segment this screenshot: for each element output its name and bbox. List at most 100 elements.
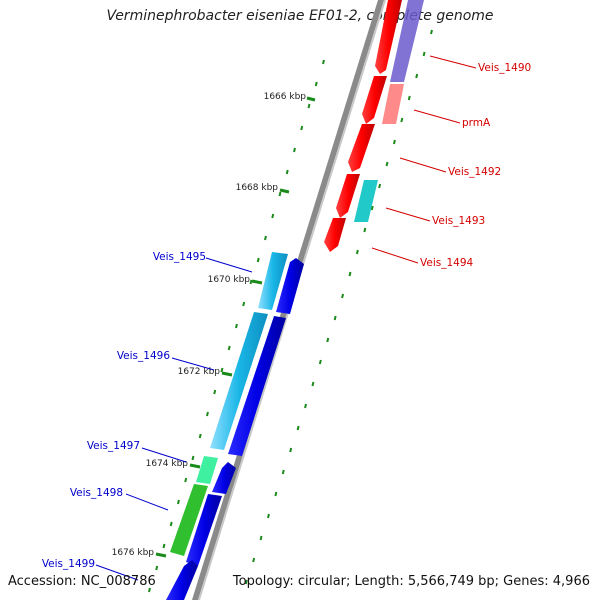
gene-veis-1495-blue [276,258,304,314]
scale-tick [221,371,233,377]
tick-ring-dot [176,499,180,505]
tick-ring-dot [252,557,256,563]
tick-ring-dot [333,315,337,321]
tick-ring-dot [348,271,352,277]
scale-tick-label: 1666 kbp [264,92,307,102]
tick-ring-dot [206,411,209,417]
tick-ring-dot [293,147,296,153]
tick-ring-group [147,29,433,593]
tick-ring-dot [370,205,374,211]
scale-tick [306,96,316,102]
tick-ring-dot [392,139,396,145]
tick-ring-dot [264,235,267,241]
gene-veis-1496-blue [228,316,286,456]
gene-callout-line [413,109,461,124]
tick-ring-dot [400,117,404,123]
tick-ring-dot [278,191,282,197]
gene-red-1 [362,76,387,124]
tick-ring-dot [341,293,345,299]
gene-callout-line [429,55,477,69]
tick-ring-dot [307,103,311,109]
gene-label: Veis_1498 [70,487,123,499]
gene-label: Veis_1497 [87,440,140,452]
scale-tick [189,463,201,469]
tick-ring-dot [355,249,359,255]
gene-prma [382,84,404,124]
gene-veis-1497-blue [212,462,236,494]
tick-ring-dot [311,381,315,387]
gene-label: prmA [462,117,491,129]
gene-veis-1497-mint [196,456,218,484]
gene-veis-1490-purple [390,0,424,82]
tick-ring-dot [259,535,263,541]
gene-veis-1490 [375,0,402,74]
tick-ring-dot [249,279,253,285]
tick-ring-dot [407,95,411,101]
gene-label: Veis_1494 [420,257,474,269]
tick-ring-dot [213,389,217,395]
gene-callout-line [399,157,447,173]
outer-genes [324,0,424,252]
tick-ring-dot [378,183,382,189]
tick-ring-dot [415,73,419,79]
tick-ring-dot [242,301,246,307]
gene-label: Veis_1495 [153,251,206,263]
scale-tick-label: 1676 kbp [112,548,155,558]
tick-ring-dot [184,477,188,483]
scale-tick [155,552,167,558]
gene-callout-line [171,357,215,371]
tick-ring-dot [326,337,330,343]
gene-label: Veis_1496 [117,350,171,362]
tick-ring-dot [385,161,389,167]
tick-ring-dot [422,51,426,57]
tick-ring-dot [169,521,173,527]
gene-veis-1496-cyan [210,312,268,450]
tick-ring-dot [147,587,151,593]
gene-veis-1492 [348,124,375,172]
gene-label: Veis_1492 [448,166,501,178]
gene-callout-line [95,564,139,581]
tick-ring-dot [227,345,231,351]
tick-ring-dot [220,367,224,373]
gene-veis-1499-blue [166,560,198,600]
inner-genes [166,252,304,600]
tick-ring-dot [289,447,293,453]
gene-label: Veis_1493 [432,215,485,227]
tick-ring-dot [266,513,270,519]
gene-callout-line [125,493,169,511]
gene-label: Veis_1499 [42,558,95,570]
tick-ring-dot [274,491,278,497]
tick-ring-dot [363,227,367,233]
scale-tick-label: 1670 kbp [208,275,251,285]
tick-ring-dot [304,403,307,409]
scale-tick-label: 1674 kbp [146,459,189,469]
tick-ring-dot [300,125,304,131]
gene-veis-1498-green [170,484,208,556]
tick-ring-dot [430,29,433,35]
scale-tick-label: 1672 kbp [178,367,221,377]
tick-ring-dot [155,565,159,571]
gene-callout-line [205,257,253,273]
gene-veis-1498-blue [186,494,222,566]
gene-callout-line [371,247,419,264]
gene-label: Veis_1490 [478,62,531,74]
tick-ring-dot [285,169,289,175]
scale-group: 1666 kbp 1668 kbp 1670 kbp 1672 kbp 1674 kbp… [112,92,316,558]
gene-callout-line [385,207,431,222]
tick-ring-dot [162,543,166,549]
accession-text: Accession: NC_008786 [8,574,156,589]
gene-veis-1493-red [336,174,360,218]
tick-ring-dot [235,323,238,329]
gene-label-group: Veis_1490 prmA Veis_1492 Veis_1493 Veis_1494… [42,55,531,581]
gene-veis-1494 [324,218,346,252]
tick-ring-dot [322,59,325,65]
scale-tick-label: 1668 kbp [236,183,279,193]
tick-ring-dot [256,257,260,263]
gene-veis-1495-cyan [258,252,288,310]
tick-ring-dot [318,359,322,365]
genome-summary-text: Topology: circular; Length: 5,566,749 bp… [232,574,590,589]
tick-ring-dot [281,469,285,475]
gene-callout-line [141,447,187,463]
scale-tick [279,188,290,194]
